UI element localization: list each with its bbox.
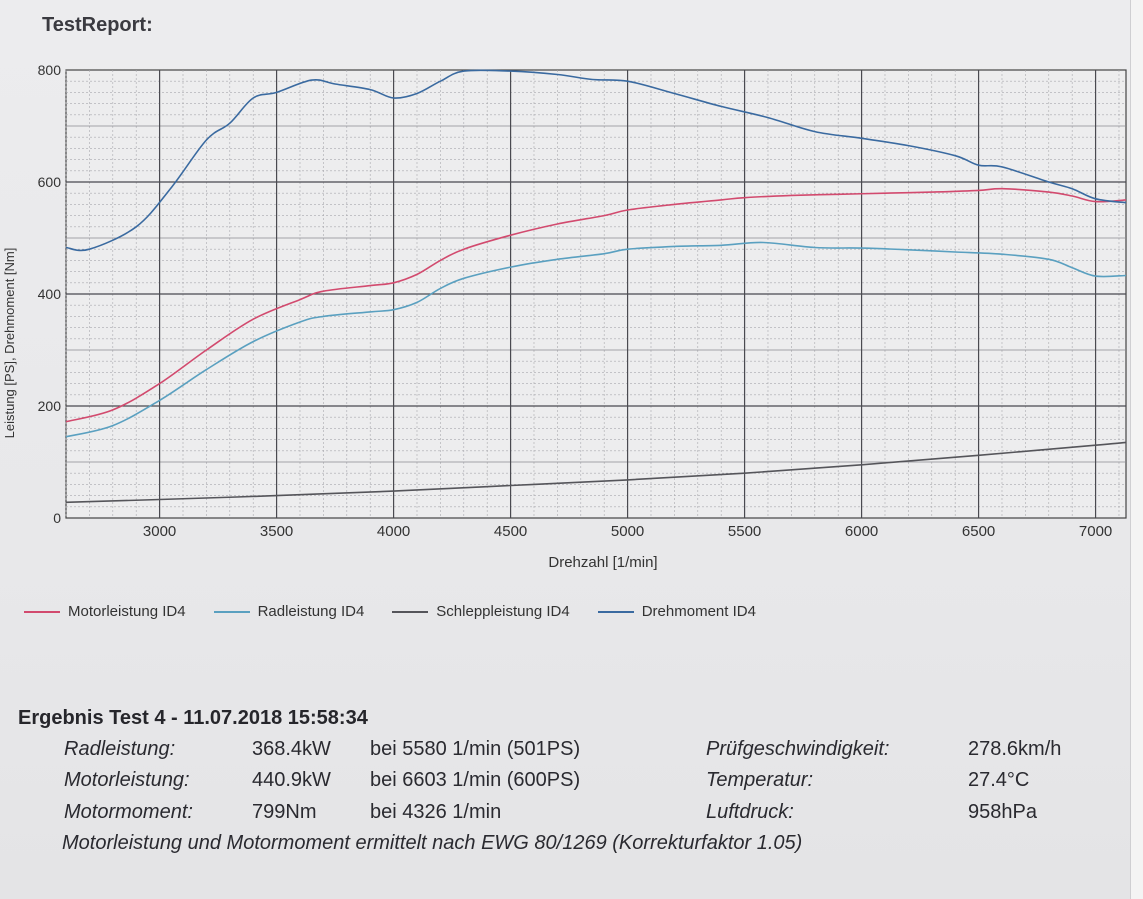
page-edge — [1130, 0, 1143, 899]
legend-label: Drehmoment ID4 — [641, 603, 756, 620]
x-tick-label: 3500 — [260, 523, 293, 540]
y-tick-label: 0 — [53, 510, 61, 526]
x-tick-label: 4000 — [377, 523, 410, 540]
y-tick-label: 600 — [38, 174, 62, 190]
legend-label: Schleppleistung ID4 — [436, 603, 570, 620]
report-title: TestReport: — [42, 14, 153, 36]
schleppleistung-line — [65, 441, 1127, 504]
drehmoment-line — [65, 69, 1127, 252]
legend-item-drehmoment: Drehmoment ID4 — [597, 603, 756, 620]
motormoment-value: 799Nm — [252, 801, 317, 823]
chart-grid — [65, 69, 1127, 519]
correction-note: Motorleistung und Motormoment ermittelt … — [62, 832, 803, 854]
y-tick-label: 800 — [38, 62, 62, 78]
motorleistung-detail: bei 6603 1/min (600PS) — [370, 769, 581, 791]
temperatur-label: Temperatur: — [706, 769, 814, 791]
radleistung-detail: bei 5580 1/min (501PS) — [370, 738, 581, 760]
legend-swatch — [597, 610, 634, 613]
x-tick-label: 6500 — [962, 523, 995, 540]
chart-legend: Motorleistung ID4 Radleistung ID4 Schlep… — [24, 603, 756, 620]
legend-item-motorleistung: Motorleistung ID4 — [24, 603, 186, 620]
pruefgeschwindigkeit-label: Prüfgeschwindigkeit: — [706, 738, 890, 760]
luftdruck-label: Luftdruck: — [706, 801, 794, 823]
x-axis-label: Drehzahl [1/min] — [548, 554, 657, 571]
results-heading: Ergebnis Test 4 - 11.07.2018 15:58:34 — [18, 707, 368, 729]
y-tick-label: 400 — [38, 286, 62, 302]
legend-swatch — [213, 610, 250, 613]
legend-label: Radleistung ID4 — [257, 603, 365, 620]
x-tick-label: 3000 — [143, 523, 176, 540]
motorleistung-value: 440.9kW — [252, 769, 331, 791]
chart-ticks: 3000 3500 4000 4500 5000 5500 6000 6500 7000 0 200… — [38, 62, 1113, 540]
x-tick-label: 4500 — [494, 523, 527, 540]
chart-series — [65, 69, 1127, 504]
radleistung-line — [65, 241, 1127, 438]
x-tick-label: 5000 — [611, 523, 644, 540]
motorleistung-label: Motorleistung: — [64, 769, 190, 791]
luftdruck-value: 958hPa — [968, 801, 1037, 823]
radleistung-value: 368.4kW — [252, 738, 331, 760]
x-tick-label: 7000 — [1079, 523, 1112, 540]
y-axis-label: Leistung [PS], Drehmoment [Nm] — [2, 248, 17, 439]
radleistung-label: Radleistung: — [64, 738, 176, 760]
y-tick-label: 200 — [38, 398, 62, 414]
legend-swatch — [24, 610, 60, 613]
pruefgeschwindigkeit-value: 278.6km/h — [968, 738, 1062, 760]
x-tick-label: 6000 — [845, 523, 878, 540]
motormoment-label: Motormoment: — [64, 801, 193, 823]
legend-label: Motorleistung ID4 — [68, 603, 186, 620]
motorleistung-line — [65, 187, 1127, 423]
legend-item-schleppleistung: Schleppleistung ID4 — [392, 603, 570, 620]
legend-swatch — [392, 610, 429, 613]
dyno-chart: 3000 3500 4000 4500 5000 5500 6000 6500 7000 0 200… — [2, 62, 1127, 571]
x-tick-label: 5500 — [728, 523, 761, 540]
legend-item-radleistung: Radleistung ID4 — [213, 603, 365, 620]
motormoment-detail: bei 4326 1/min — [370, 801, 502, 823]
temperatur-value: 27.4°C — [968, 769, 1030, 791]
